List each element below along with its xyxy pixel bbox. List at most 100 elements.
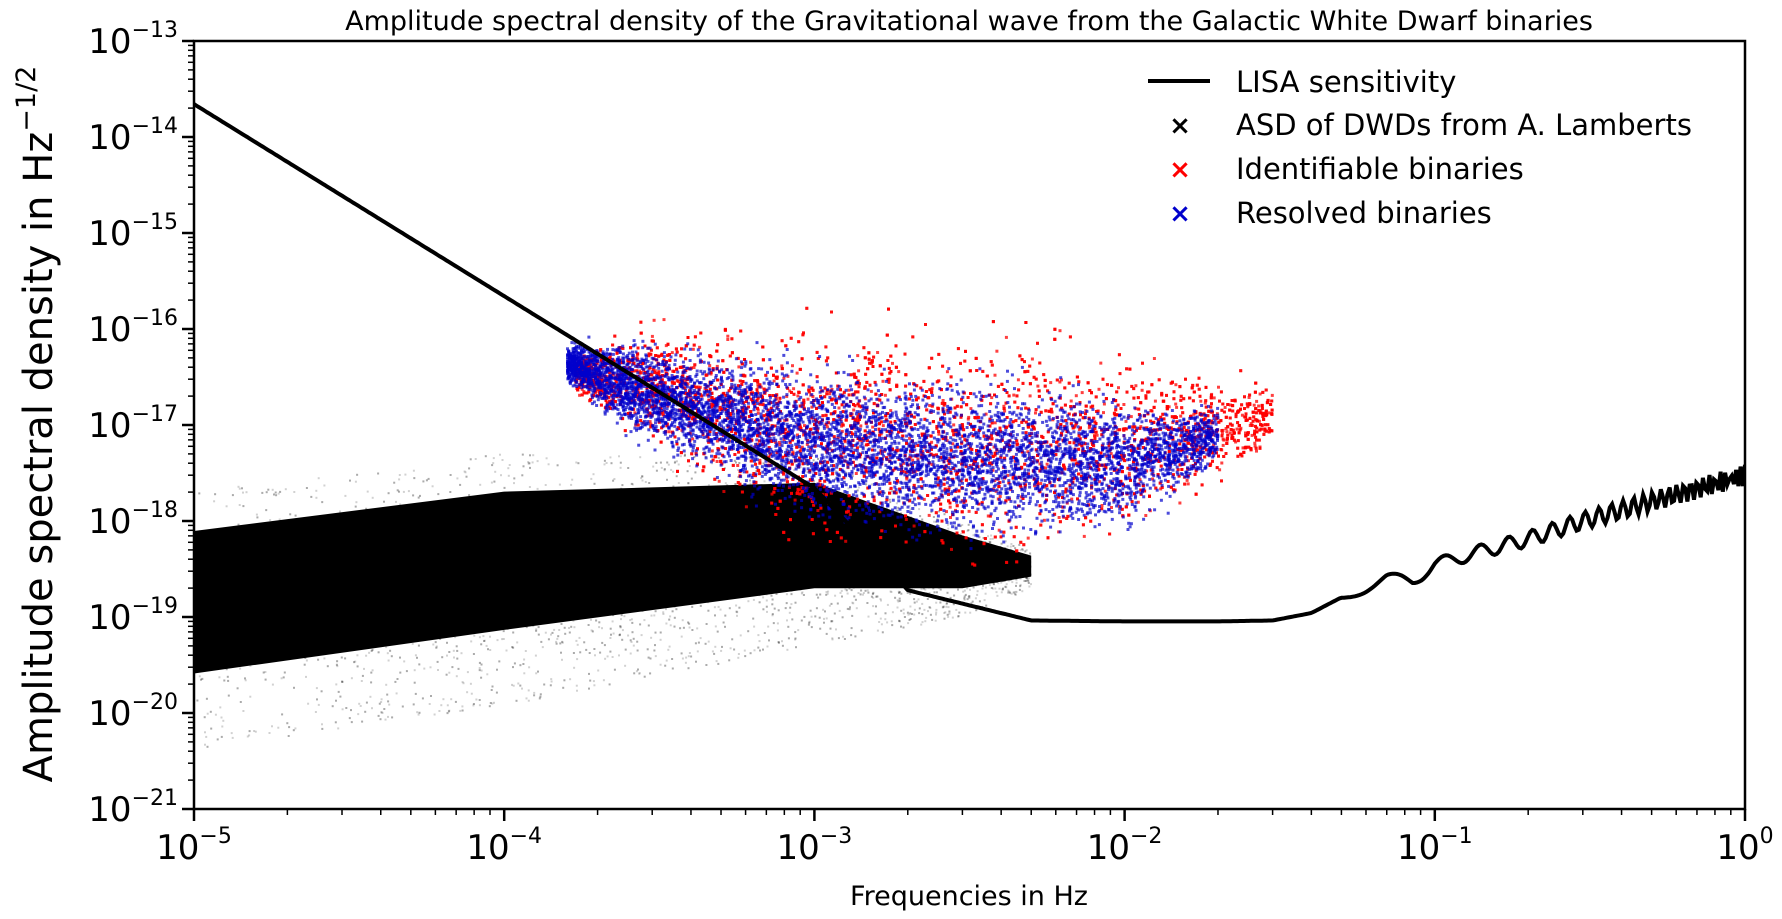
scatter-point [562,686,565,689]
scatter-point [204,637,206,640]
scatter-point [329,578,332,581]
scatter-point [515,591,517,594]
scatter-point [262,567,265,570]
scatter-point [693,543,696,546]
scatter-point [995,580,998,583]
scatter-point [766,528,769,531]
scatter-point [329,643,331,646]
scatter-point [830,511,833,514]
scatter-point [871,529,874,532]
scatter-point [442,698,445,701]
scatter-point [511,517,514,520]
scatter-point [659,461,662,464]
scatter-point [446,641,448,644]
scatter-point [491,574,494,577]
scatter-point [731,638,734,641]
scatter-point [370,597,373,600]
scatter-point [936,524,939,526]
scatter-point [728,519,730,522]
scatter-point [1019,585,1022,588]
scatter-point [754,507,757,510]
scatter-point [923,563,926,566]
scatter-point [480,663,483,666]
scatter-point [383,509,386,512]
scatter-point [846,569,849,572]
scatter-point [414,562,417,565]
scatter-point [684,453,686,456]
scatter-point [302,593,305,596]
scatter-point [661,564,664,567]
scatter-point [301,525,304,527]
scatter-point [921,602,924,605]
scatter-point [717,662,720,665]
scatter-point [660,521,663,524]
scatter-point [781,535,784,538]
scatter-point [988,563,991,566]
scatter-point [710,519,713,522]
scatter-point [228,548,231,551]
scatter-point [665,546,667,549]
scatter-point [713,581,716,584]
scatter-point [967,551,970,554]
scatter-point [666,461,669,464]
scatter-point [784,544,787,547]
scatter-point [1002,558,1005,561]
scatter-point [421,542,424,545]
scatter-point [376,613,379,616]
scatter-point [356,654,359,657]
scatter-point [740,494,743,497]
scatter-point [879,617,882,620]
scatter-point [909,525,912,528]
scatter-point [973,583,976,586]
scatter-point [639,456,642,459]
scatter-point [434,580,436,583]
scatter-point [569,603,572,606]
scatter-point [781,580,784,583]
scatter-point [766,610,768,613]
scatter-point [454,636,457,639]
scatter-point [935,591,938,594]
scatter-point [866,602,869,604]
scatter-point [512,529,515,532]
scatter-point [958,611,961,614]
scatter-point [382,621,385,624]
scatter-point [996,594,999,597]
scatter-point [695,660,697,663]
scatter-point [413,477,416,480]
scatter-point [439,637,442,640]
scatter-point [224,573,227,576]
scatter-point [1026,579,1029,582]
scatter-point [297,591,300,594]
scatter-point [952,558,955,561]
scatter-point [310,647,313,650]
scatter-point [424,615,427,618]
scatter-point [952,566,955,568]
scatter-point [545,493,547,495]
scatter-point [881,517,884,520]
scatter-point [906,611,909,614]
scatter-point [628,576,631,579]
scatter-point [710,564,712,567]
scatter-point [989,538,992,540]
scatter-point [365,654,368,657]
scatter-point [669,571,672,574]
scatter-point [927,610,929,613]
scatter-point [918,607,921,610]
scatter-point [438,580,441,583]
scatter-point [500,616,503,619]
scatter-point [289,597,291,600]
scatter-point [636,640,639,643]
scatter-point [1028,574,1030,577]
scatter-point [770,594,773,597]
scatter-point [370,535,372,538]
scatter-point [259,612,262,615]
scatter-point [618,555,621,557]
scatter-point [828,604,831,607]
scatter-point [729,542,732,545]
scatter-point [976,574,979,576]
scatter-point [444,554,447,557]
scatter-point [469,503,472,505]
scatter-point [436,559,439,562]
scatter-point [641,475,644,478]
scatter-point [771,603,774,606]
